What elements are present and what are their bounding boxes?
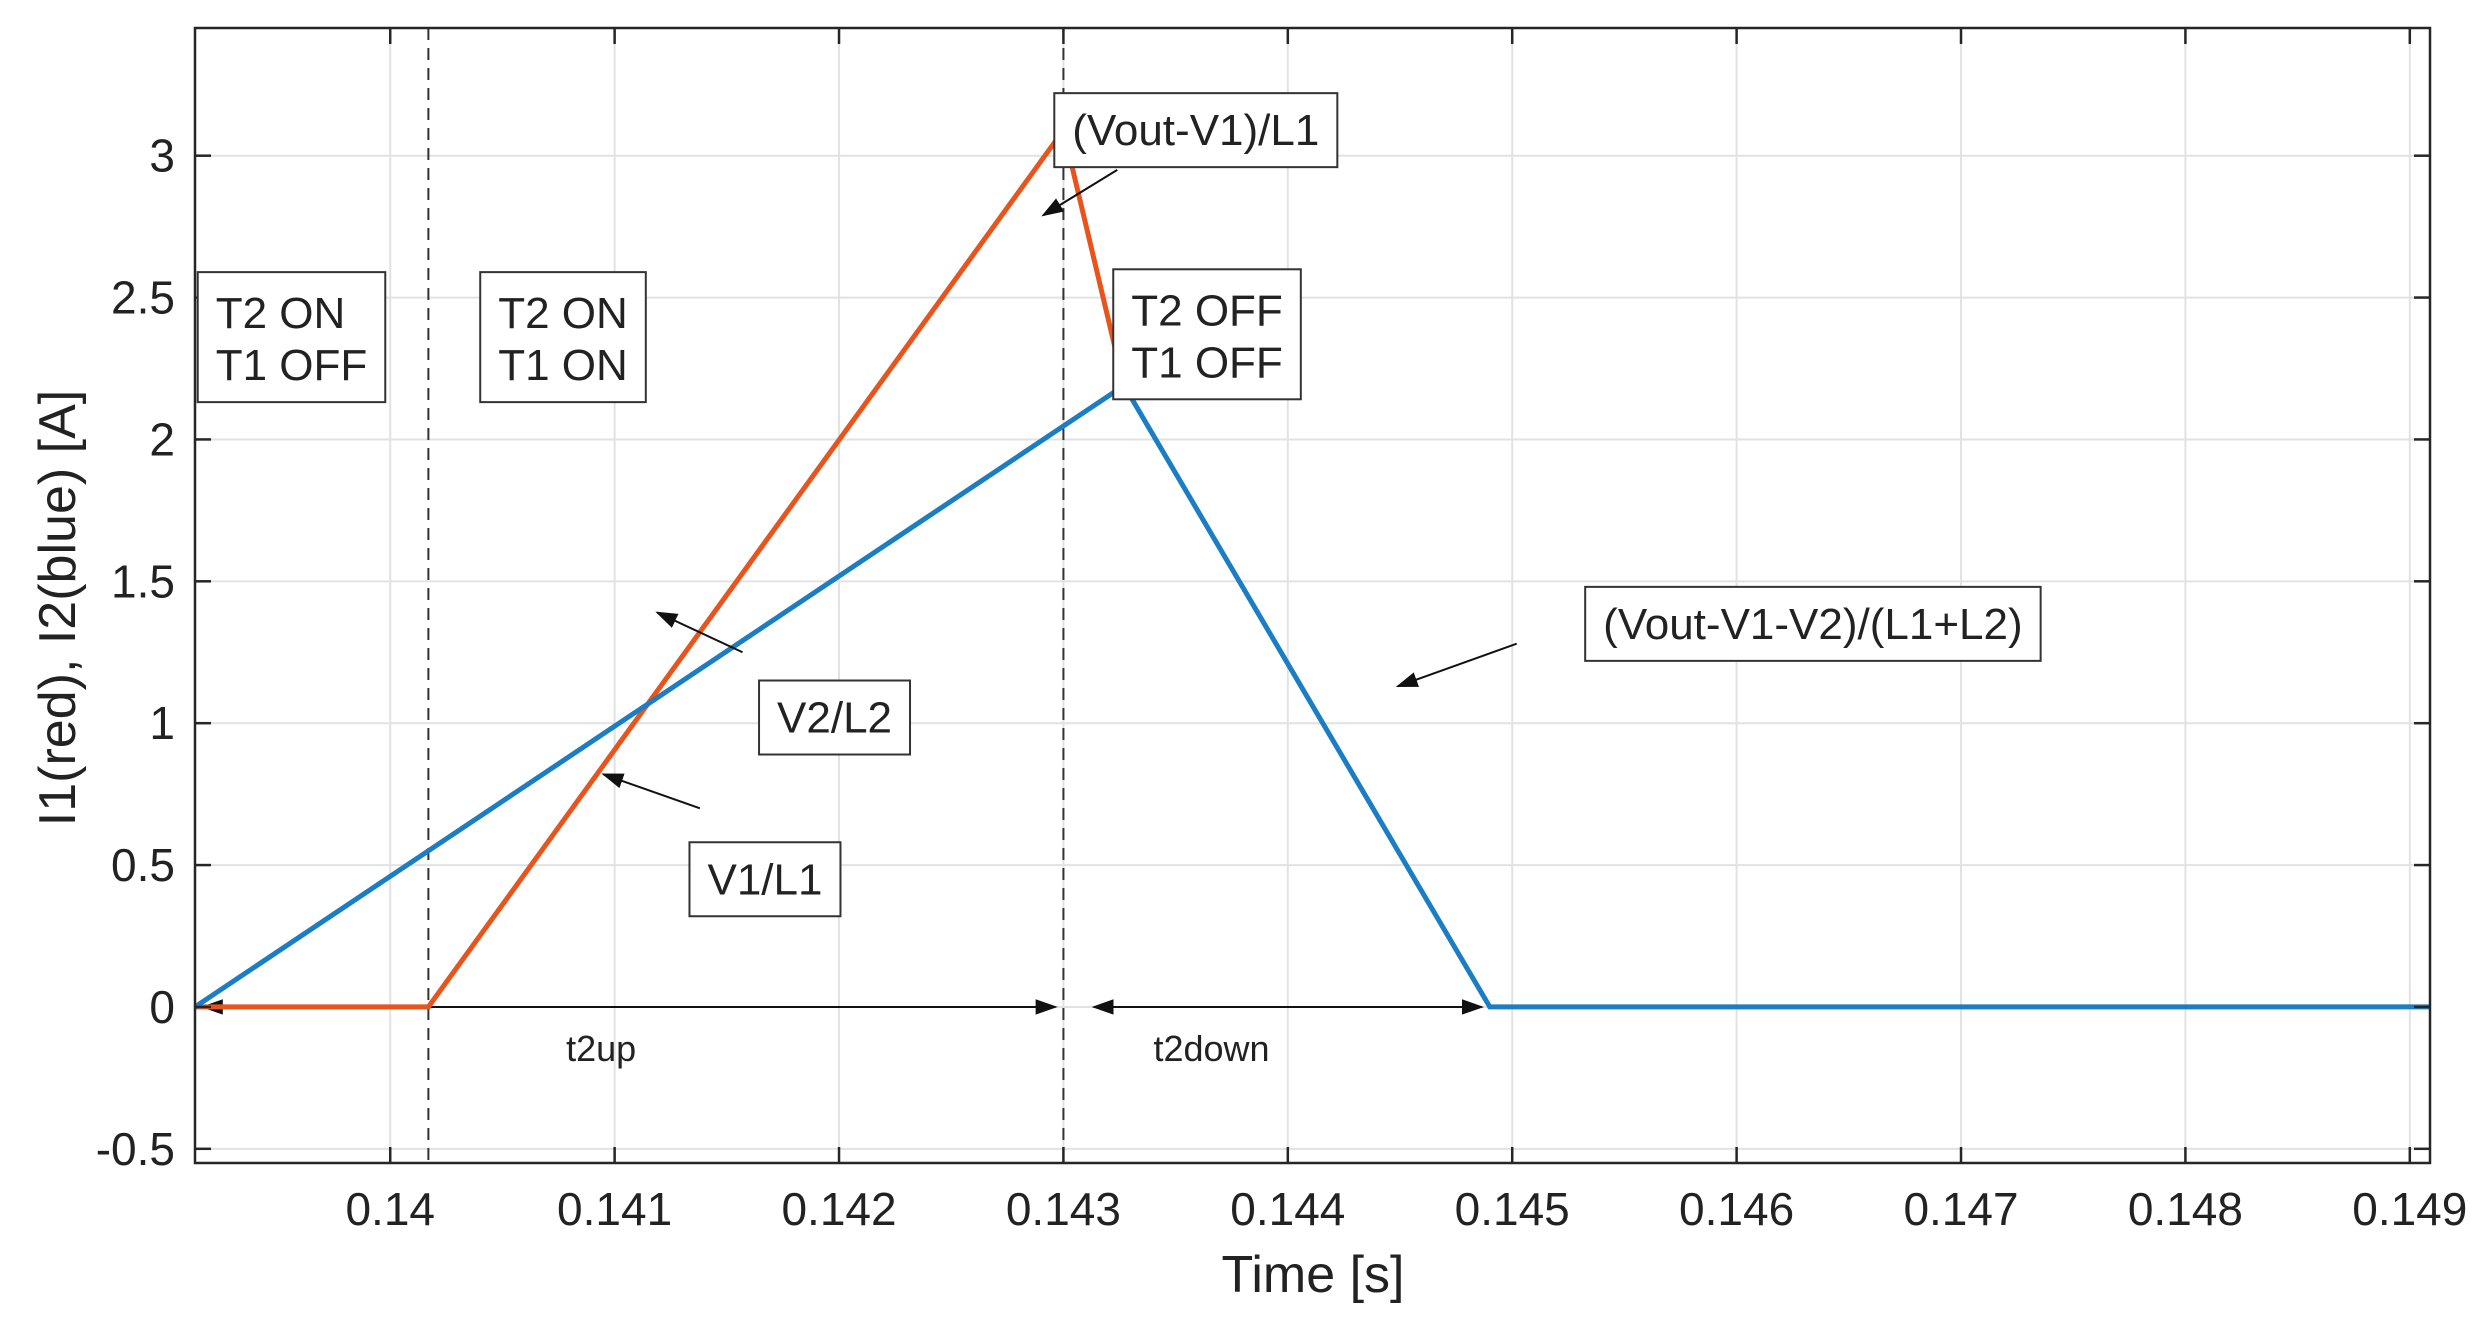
annotation-vout-v1-l1-arrow — [1041, 169, 1118, 217]
y-axis: -0.5 0 0.5 1 1.5 2 2.5 3 — [96, 130, 2430, 1175]
phase-t2off-t1off-box — [1112, 268, 1302, 401]
interval-t2down-label: t2down — [1153, 1028, 1269, 1069]
interval-t2up-label: t2up — [566, 1028, 636, 1069]
phase-t2on-t1on-line: T1 ON — [498, 341, 628, 390]
grid — [195, 28, 2430, 1163]
x-tick-label: 0.146 — [1679, 1183, 1794, 1235]
annotations: (Vout-V1)/L1 V2/L2 V1/L1 (Vout-V1-V2)/(L1+L… — [601, 92, 2042, 918]
annotation-v1-l1-box — [688, 841, 842, 918]
annotation-v1-l1: V1/L1 — [601, 773, 842, 918]
y-tick-label: 3 — [149, 130, 175, 182]
plot-frame — [193, 26, 2432, 1165]
y-tick-label: 1.5 — [111, 555, 175, 607]
annotation-vout-v1-v2-arrow — [1395, 642, 1518, 688]
phase-t2off-t1off-line: T2 OFF — [1131, 286, 1283, 335]
series — [193, 124, 2430, 1010]
y-tick-label: 2.5 — [111, 272, 175, 324]
vertical-markers — [427, 28, 1065, 1163]
x-tick-label: 0.14 — [345, 1183, 435, 1235]
series-line-i2 — [193, 381, 2430, 1010]
phase-t2on-t1on-line: T2 ON — [498, 289, 628, 338]
annotation-v2-l2-arrow — [655, 611, 743, 654]
annotation-vout-v1-l1-box — [1053, 92, 1339, 169]
phase-t2on-t1off-line: T2 ON — [216, 289, 346, 338]
phase-t2on-t1off-line: T1 OFF — [216, 341, 368, 390]
y-tick-label: 2 — [149, 413, 175, 465]
x-tick-label: 0.143 — [1006, 1183, 1121, 1235]
annotation-v2-l2-box — [758, 679, 912, 756]
x-tick-label: 0.147 — [1903, 1183, 2018, 1235]
x-tick-label: 0.145 — [1455, 1183, 1570, 1235]
y-tick-label: -0.5 — [96, 1123, 175, 1175]
x-tick-label: 0.149 — [2352, 1183, 2467, 1235]
annotation-vout-v1-l1: (Vout-V1)/L1 — [1041, 92, 1339, 217]
y-axis-title: I1(red), I2(blue) [A] — [29, 390, 87, 826]
annotation-vout-v1-v2-text: (Vout-V1-V2)/(L1+L2) — [1603, 600, 2022, 649]
annotation-vout-v1-v2: (Vout-V1-V2)/(L1+L2) — [1395, 585, 2042, 688]
y-tick-label: 0.5 — [111, 839, 175, 891]
annotation-v1-l1-arrow — [601, 773, 701, 810]
annotation-v2-l2-text: V2/L2 — [777, 694, 892, 743]
x-axis-title: Time [s] — [1222, 1246, 1405, 1304]
series-line-i1 — [195, 124, 1127, 1010]
x-axis: 0.14 0.141 0.142 0.143 0.144 0.145 0.146 0.147 0… — [345, 28, 2467, 1235]
phase-t2on-t1on-box — [479, 271, 647, 404]
annotation-v1-l1-text: V1/L1 — [707, 855, 822, 904]
x-tick-label: 0.148 — [2128, 1183, 2243, 1235]
y-tick-label: 1 — [149, 697, 175, 749]
annotation-vout-v1-l1-text: (Vout-V1)/L1 — [1072, 106, 1319, 155]
annotation-v2-l2: V2/L2 — [655, 611, 912, 756]
x-tick-label: 0.142 — [781, 1183, 896, 1235]
phase-t2off-t1off-line: T1 OFF — [1131, 338, 1283, 387]
plot-border — [193, 26, 2432, 1165]
x-tick-label: 0.144 — [1230, 1183, 1345, 1235]
y-tick-label: 0 — [149, 981, 175, 1033]
annotation-vout-v1-v2-box — [1584, 585, 2042, 662]
interval-arrows: t2up t2down — [200, 999, 1484, 1069]
x-tick-label: 0.141 — [557, 1183, 672, 1235]
phase-t2on-t1off-box — [196, 271, 387, 404]
